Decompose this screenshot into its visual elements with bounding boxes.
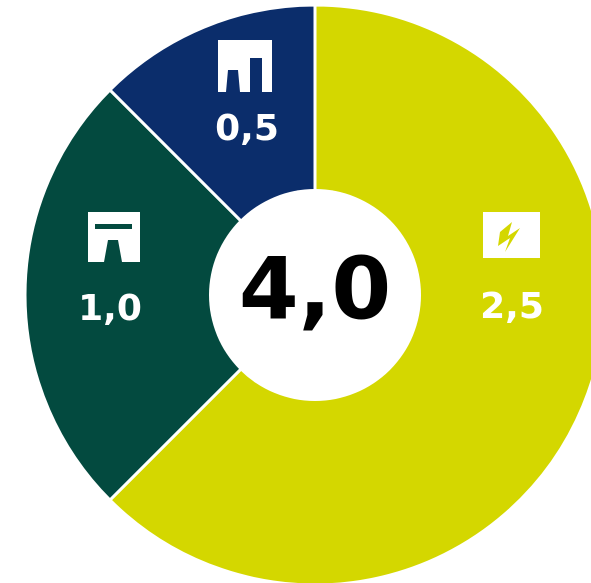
value-label: 0,5	[215, 108, 279, 149]
slice	[23, 87, 318, 503]
icons	[88, 40, 540, 262]
value-label: 1,0	[78, 288, 142, 329]
donut-hole	[209, 189, 421, 401]
building-icon	[218, 40, 272, 92]
tower-icon	[88, 212, 140, 262]
value-label: 2,5	[480, 286, 544, 327]
center-label: 4,0	[239, 239, 391, 339]
lightning-icon	[483, 212, 540, 258]
